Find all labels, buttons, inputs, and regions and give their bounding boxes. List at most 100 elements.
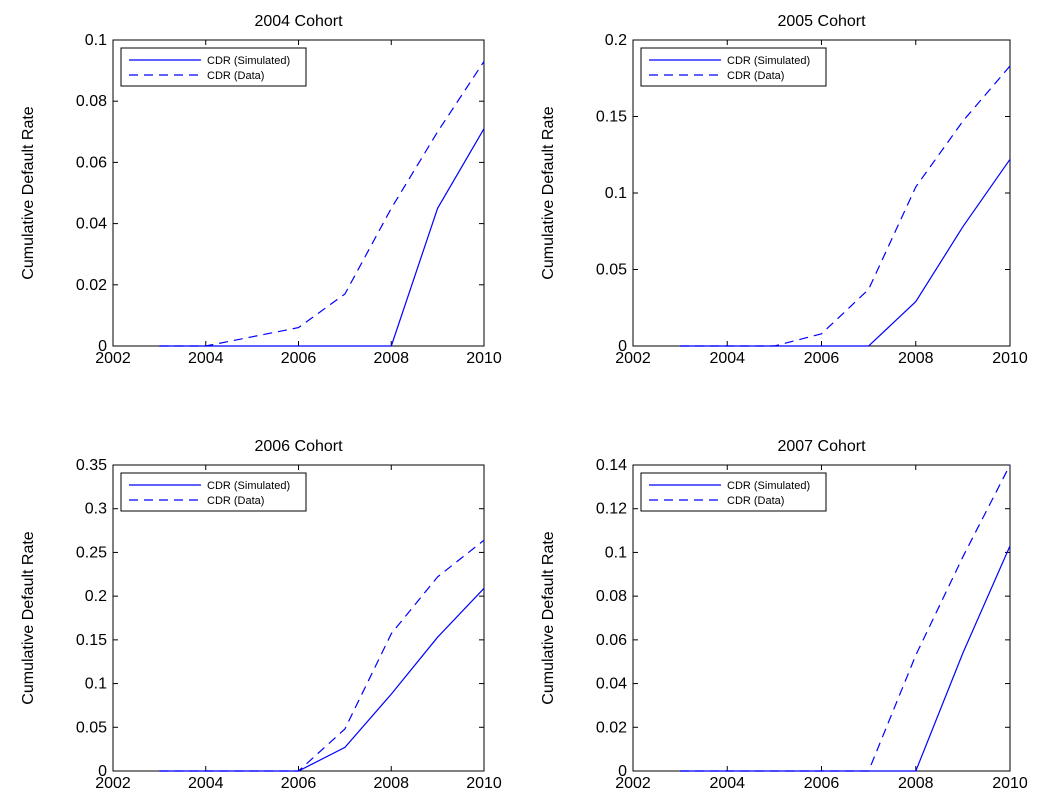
x-tick-label: 2002 xyxy=(95,775,131,792)
data-point xyxy=(205,346,206,347)
y-tick-label: 0.25 xyxy=(76,544,107,561)
data-point xyxy=(774,771,775,772)
data-point xyxy=(868,771,869,772)
data-point xyxy=(484,61,485,62)
x-tick-label: 2006 xyxy=(804,775,840,792)
data-point xyxy=(915,301,916,302)
data-point xyxy=(680,346,681,347)
data-point xyxy=(962,652,963,653)
chart-panel: 2006 Cohort Cumulative Default Rate 2002 20… xyxy=(20,438,502,792)
y-tick-label: 0.35 xyxy=(76,457,107,474)
legend-label: CDR (Data) xyxy=(207,70,264,82)
y-axis-label: Cumulative Default Rate xyxy=(20,531,37,705)
legend: CDR (Simulated) CDR (Data) xyxy=(640,47,827,87)
legend-label: CDR (Data) xyxy=(207,495,264,507)
data-point xyxy=(205,771,206,772)
data-point xyxy=(915,655,916,656)
legend: CDR (Simulated) CDR (Data) xyxy=(640,472,827,512)
x-tick-label: 2002 xyxy=(95,350,131,367)
legend: CDR (Simulated) CDR (Data) xyxy=(120,47,307,87)
legend: CDR (Simulated) CDR (Data) xyxy=(120,472,307,512)
y-tick-label: 0 xyxy=(618,338,627,355)
chart-title: 2006 Cohort xyxy=(254,438,343,455)
chart-title: 2004 Cohort xyxy=(254,13,343,30)
x-tick-label: 2010 xyxy=(992,350,1028,367)
data-point xyxy=(298,771,299,772)
x-tick-label: 2008 xyxy=(373,775,409,792)
data-point xyxy=(344,293,345,294)
data-point xyxy=(344,729,345,730)
y-tick-label: 0.1 xyxy=(85,676,107,693)
y-tick-label: 0.04 xyxy=(596,676,627,693)
chart-panel: 2005 Cohort Cumulative Default Rate 2002 20… xyxy=(540,13,1028,367)
chart-title: 2007 Cohort xyxy=(777,438,866,455)
data-point xyxy=(868,289,869,290)
x-tick-label: 2010 xyxy=(466,350,502,367)
chart-panel: 2004 Cohort Cumulative Default Rate 2002 20… xyxy=(20,13,502,367)
data-point xyxy=(484,588,485,589)
x-tick-label: 2004 xyxy=(188,775,224,792)
data-point xyxy=(344,346,345,347)
y-axis-label: Cumulative Default Rate xyxy=(540,106,557,280)
y-tick-label: 0 xyxy=(98,338,107,355)
x-tick-label: 2002 xyxy=(615,775,651,792)
y-tick-label: 0.12 xyxy=(596,501,627,518)
legend-label: CDR (Simulated) xyxy=(727,480,810,492)
y-tick-label: 0.06 xyxy=(76,154,107,171)
data-point xyxy=(774,346,775,347)
data-point xyxy=(391,208,392,209)
legend-label: CDR (Simulated) xyxy=(727,55,810,67)
x-tick-label: 2010 xyxy=(992,775,1028,792)
data-point xyxy=(344,747,345,748)
series-line xyxy=(680,545,1011,772)
data-point xyxy=(298,327,299,328)
data-point xyxy=(437,208,438,209)
y-tick-label: 0.14 xyxy=(596,457,627,474)
legend-label: CDR (Data) xyxy=(727,70,784,82)
data-point xyxy=(915,186,916,187)
data-point xyxy=(391,346,392,347)
data-point xyxy=(298,346,299,347)
y-axis-label: Cumulative Default Rate xyxy=(20,106,37,280)
y-tick-label: 0.1 xyxy=(85,32,107,49)
chart-panel: 2007 Cohort Cumulative Default Rate 2002 20… xyxy=(540,438,1028,792)
legend-label: CDR (Simulated) xyxy=(207,480,290,492)
y-tick-label: 0.2 xyxy=(605,32,627,49)
y-tick-label: 0 xyxy=(618,763,627,780)
data-point xyxy=(391,694,392,695)
data-point xyxy=(727,771,728,772)
y-axis-label: Cumulative Default Rate xyxy=(540,531,557,705)
x-tick-label: 2006 xyxy=(281,775,317,792)
data-point xyxy=(437,576,438,577)
data-point xyxy=(484,128,485,129)
y-tick-label: 0.1 xyxy=(605,544,627,561)
data-point xyxy=(1010,465,1011,466)
y-tick-label: 0.15 xyxy=(76,632,107,649)
series-line xyxy=(159,587,485,772)
data-point xyxy=(821,771,822,772)
x-tick-label: 2010 xyxy=(466,775,502,792)
x-tick-label: 2006 xyxy=(804,350,840,367)
y-tick-label: 0 xyxy=(98,763,107,780)
y-tick-label: 0.08 xyxy=(596,588,627,605)
x-tick-label: 2008 xyxy=(898,775,934,792)
data-point xyxy=(868,346,869,347)
series-line xyxy=(680,158,1011,347)
data-point xyxy=(437,131,438,132)
x-tick-label: 2006 xyxy=(281,350,317,367)
legend-box xyxy=(120,472,307,512)
data-point xyxy=(962,556,963,557)
data-point xyxy=(821,346,822,347)
y-tick-label: 0.15 xyxy=(596,109,627,126)
y-tick-label: 0.02 xyxy=(76,277,107,294)
data-point xyxy=(252,346,253,347)
data-point xyxy=(680,771,681,772)
x-tick-label: 2004 xyxy=(709,775,745,792)
data-point xyxy=(252,336,253,337)
x-tick-label: 2008 xyxy=(373,350,409,367)
x-tick-label: 2004 xyxy=(709,350,745,367)
data-point xyxy=(1010,545,1011,546)
y-tick-label: 0.04 xyxy=(76,216,107,233)
x-tick-label: 2002 xyxy=(615,350,651,367)
